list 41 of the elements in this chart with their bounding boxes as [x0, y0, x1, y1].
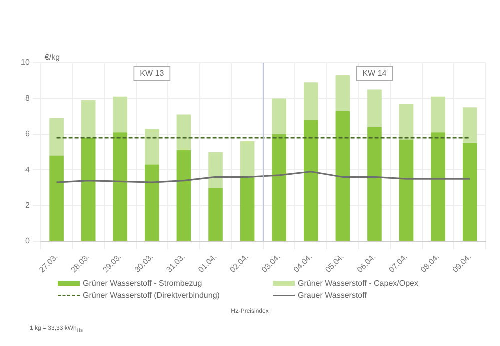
bar — [50, 118, 64, 156]
y-axis-title: €/kg — [44, 53, 60, 62]
bar — [113, 132, 128, 241]
legend-label: Grüner Wasserstoff (Direktverbindung) — [83, 291, 220, 300]
bar — [145, 164, 160, 241]
legend-label: Grüner Wasserstoff - Capex/Opex — [298, 279, 418, 288]
bar — [50, 156, 64, 241]
annotation: KW 14 — [362, 68, 388, 78]
y-tick-label: 2 — [25, 200, 30, 210]
bar — [431, 96, 446, 133]
bar — [462, 108, 478, 144]
bar — [399, 104, 414, 140]
bar — [304, 120, 318, 241]
y-tick-label: 4 — [25, 165, 30, 174]
bar — [431, 132, 446, 241]
bar — [145, 129, 160, 165]
bar — [368, 90, 382, 128]
y-tick-label: 8 — [25, 94, 30, 103]
bar — [336, 75, 350, 112]
y-tick-label: 10 — [20, 58, 30, 68]
annotation: KW 13 — [140, 68, 165, 78]
bar — [81, 138, 96, 241]
bar — [113, 96, 128, 133]
bar — [240, 177, 255, 241]
bar — [208, 152, 223, 188]
y-tick-label: 6 — [25, 130, 30, 139]
bar — [176, 114, 192, 150]
bar — [368, 127, 382, 241]
bar — [304, 82, 318, 120]
bar — [462, 143, 478, 241]
y-tick-label: 0 — [25, 236, 30, 246]
bar — [272, 98, 286, 134]
bar — [81, 100, 96, 138]
bar — [240, 142, 255, 178]
bar — [272, 134, 286, 241]
bar — [336, 111, 350, 241]
bar — [208, 188, 223, 241]
bar — [399, 140, 414, 241]
bar — [176, 150, 192, 241]
legend-label: Grüner Wasserstoff - Strombezug — [83, 279, 202, 288]
legend-label: Grauer Wasserstoff — [298, 291, 367, 300]
